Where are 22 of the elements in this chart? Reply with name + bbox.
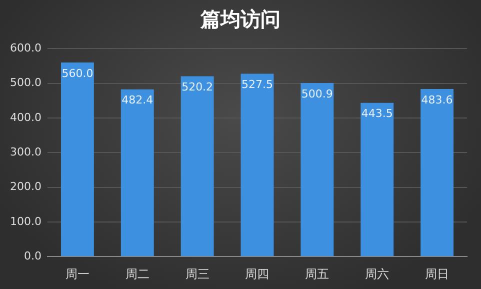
data-label: 527.5 xyxy=(241,78,273,92)
x-tick-label: 周三 xyxy=(185,266,210,281)
y-tick-label: 400.0 xyxy=(10,110,42,124)
data-label: 500.9 xyxy=(301,87,333,100)
data-label: 443.5 xyxy=(361,107,393,120)
chart-title: 篇均访问 xyxy=(199,6,282,33)
x-tick-label: 周五 xyxy=(305,266,330,281)
y-tick-label: 0.0 xyxy=(24,249,42,262)
y-tick-label: 600.0 xyxy=(10,41,42,54)
x-tick-label: 周四 xyxy=(245,266,270,281)
x-tick-label: 周一 xyxy=(65,266,90,281)
x-tick-label: 周六 xyxy=(365,266,390,281)
data-label: 482.4 xyxy=(122,94,154,107)
y-tick-label: 500.0 xyxy=(10,76,42,90)
data-label: 520.2 xyxy=(182,80,214,94)
data-label: 483.6 xyxy=(421,93,453,106)
x-tick-label: 周日 xyxy=(425,266,450,281)
y-tick-label: 300.0 xyxy=(10,145,42,158)
data-label: 560.0 xyxy=(62,66,94,80)
x-tick-label: 周二 xyxy=(125,266,150,281)
y-tick-label: 200.0 xyxy=(10,180,42,194)
y-tick-label: 100.0 xyxy=(10,214,42,228)
